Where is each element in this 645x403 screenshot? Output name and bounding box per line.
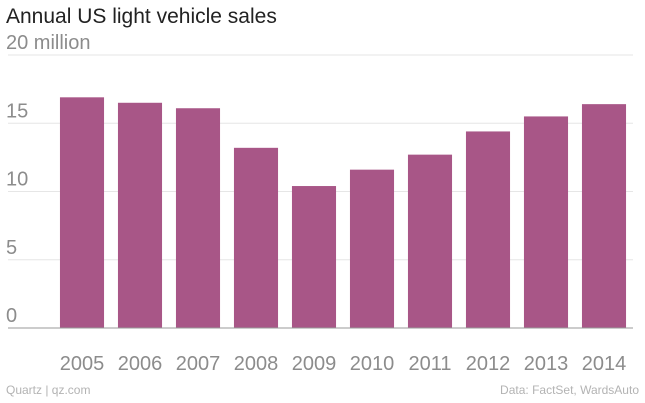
bar-2012: [465, 131, 511, 328]
x-tick-label: 2011: [408, 353, 451, 375]
bars: [59, 97, 627, 329]
y-tick-label: 10: [6, 169, 28, 191]
bar-2014: [581, 104, 627, 328]
bar-2009: [291, 186, 337, 328]
chart-title: Annual US light vehicle sales: [6, 5, 277, 28]
x-tick-label: 2014: [582, 353, 627, 375]
y-tick-label: 20 million: [6, 32, 90, 54]
bar-2010: [349, 169, 395, 328]
x-tick-label: 2005: [60, 353, 105, 375]
footer-credit: Quartz | qz.com: [6, 383, 91, 397]
x-tick-label: 2006: [118, 353, 163, 375]
footer-source: Data: FactSet, WardsAuto: [500, 383, 639, 397]
y-tick-label: 0: [6, 305, 17, 327]
bar-2013: [523, 116, 569, 328]
x-axis-tick-labels: 2005 2006 2007 2008 2009 2010 2011 2012 2013 2014: [60, 353, 627, 375]
x-tick-label: 2012: [466, 353, 511, 375]
y-tick-label: 5: [6, 237, 17, 259]
y-axis-tick-labels: 0 5 10 15 20 million: [6, 32, 90, 327]
x-tick-label: 2013: [524, 353, 569, 375]
bar-2005: [59, 97, 105, 328]
bar-2007: [175, 108, 221, 328]
x-tick-label: 2008: [234, 353, 279, 375]
x-tick-label: 2007: [176, 353, 221, 375]
bar-2006: [117, 102, 163, 329]
x-tick-label: 2010: [350, 353, 395, 375]
y-tick-label: 15: [6, 100, 28, 122]
x-tick-label: 2009: [292, 353, 337, 375]
bar-2011: [407, 154, 453, 328]
bar-2008: [233, 147, 279, 328]
